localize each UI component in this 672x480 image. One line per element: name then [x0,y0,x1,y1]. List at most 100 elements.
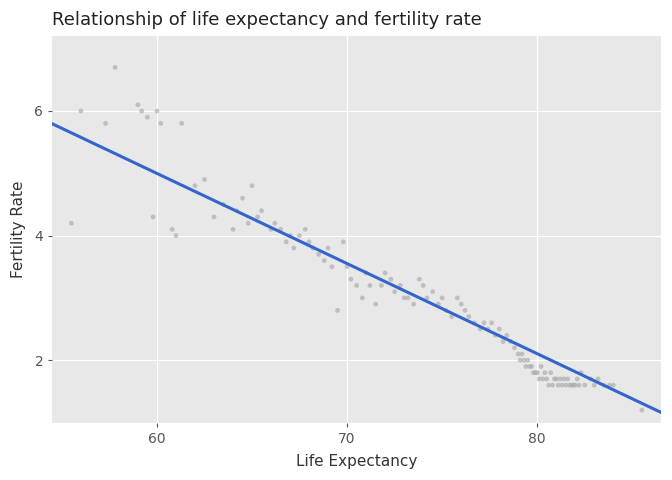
Point [608,381,619,389]
Point [494,325,505,333]
Point [545,369,556,376]
Point [171,232,181,240]
Point [482,325,493,333]
Point [538,375,548,383]
Point [409,300,419,308]
Point [579,381,590,389]
Point [421,294,432,302]
Point [593,375,603,383]
Point [564,381,575,389]
Point [532,369,543,376]
Point [517,350,528,358]
Point [475,325,486,333]
Point [521,362,532,370]
Point [265,226,276,233]
Point [218,201,229,208]
Point [566,381,577,389]
Point [636,406,647,414]
Point [568,381,579,389]
Point [253,213,263,221]
Point [294,232,305,240]
Point [547,381,558,389]
Point [562,375,573,383]
Point [540,369,550,376]
Point [398,294,409,302]
Point [604,381,615,389]
Point [427,288,438,296]
Point [513,350,523,358]
Point [560,381,571,389]
Point [487,319,497,327]
Point [281,238,292,246]
Point [395,282,406,289]
Point [319,257,330,264]
Point [100,120,111,127]
Point [208,213,219,221]
Point [452,294,463,302]
Point [300,226,310,233]
Point [528,369,539,376]
Point [364,282,375,289]
Point [361,269,372,277]
Point [570,381,581,389]
Point [574,381,585,389]
Point [288,244,299,252]
Point [136,107,147,115]
Point [380,269,390,277]
Point [155,120,166,127]
Point [148,213,159,221]
Point [519,356,530,364]
Point [342,263,353,271]
Point [190,182,200,190]
Point [544,381,554,389]
Point [576,369,587,376]
Point [269,219,280,227]
Point [524,362,535,370]
Point [585,375,596,383]
Point [551,375,562,383]
Point [323,244,333,252]
Point [553,381,564,389]
Point [498,338,509,346]
Point [332,307,343,314]
Point [526,362,537,370]
Point [357,294,368,302]
Point [556,381,567,389]
Point [530,369,541,376]
Point [542,375,552,383]
Point [66,219,77,227]
Point [599,381,610,389]
Point [142,113,153,121]
Point [469,319,480,327]
Point [386,276,396,283]
Point [152,107,163,115]
Point [534,375,544,383]
Point [304,238,314,246]
Point [490,332,501,339]
Point [247,182,257,190]
Point [505,338,516,346]
Point [285,232,296,240]
Point [418,282,429,289]
Point [176,120,187,127]
Point [509,344,520,351]
Y-axis label: Fertility Rate: Fertility Rate [11,180,26,278]
Point [345,276,356,283]
Point [132,101,143,108]
Point [308,244,319,252]
Text: Relationship of life expectancy and fertility rate: Relationship of life expectancy and fert… [52,11,482,29]
Point [228,226,239,233]
Point [237,194,248,202]
Point [110,63,120,71]
Point [536,362,546,370]
Point [231,207,242,215]
Point [403,294,413,302]
Point [446,313,457,321]
Point [549,375,560,383]
Point [313,251,324,258]
Point [522,356,533,364]
Point [464,313,474,321]
Point [243,219,253,227]
Point [75,107,86,115]
Point [572,375,583,383]
